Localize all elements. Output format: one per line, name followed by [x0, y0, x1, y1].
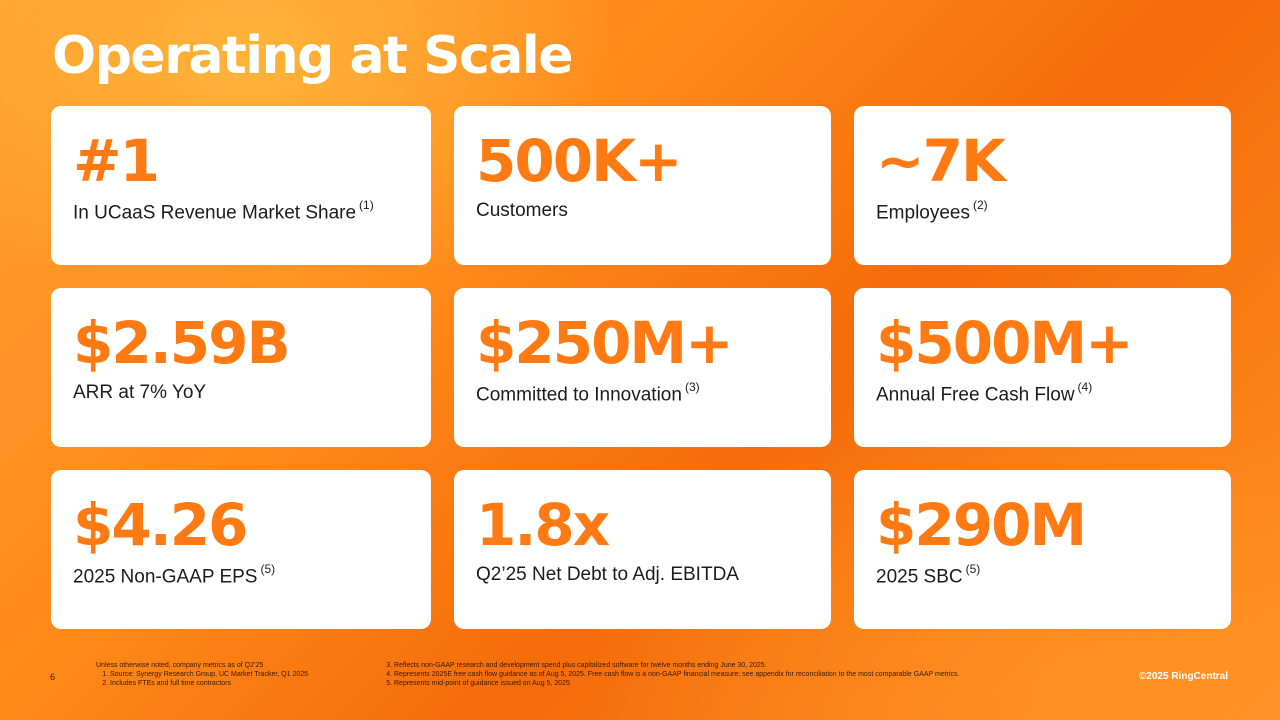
metric-label: ARR at 7% YoY [73, 382, 207, 403]
footnote: Represents 2025E free cash flow guidance… [394, 670, 960, 679]
metric-value: #1 [73, 127, 160, 195]
metric-card-employees: ~7K Employees (2) [854, 106, 1231, 265]
footnote-ref: (5) [260, 562, 276, 576]
metric-value: $500M+ [876, 309, 1134, 377]
footnote: Includes FTEs and full time contractors [110, 679, 308, 688]
footnote-ref: (1) [359, 198, 374, 212]
footer: 6 Unless otherwise noted, company metric… [0, 660, 1280, 700]
metric-value: $2.59B [73, 309, 291, 377]
metric-card-sbc: $290M 2025 SBC (5) [854, 470, 1231, 629]
metric-card-eps: $4.26 2025 Non-GAAP EPS (5) [51, 470, 431, 629]
metric-label: In UCaaS Revenue Market Share (1) [73, 198, 374, 224]
footnotes-left: Unless otherwise noted, company metrics … [96, 661, 308, 688]
metric-card-arr: $2.59B ARR at 7% YoY [51, 288, 431, 447]
footnote: Reflects non-GAAP research and developme… [394, 661, 960, 670]
metric-value: $290M [876, 491, 1087, 559]
page-title: Operating at Scale [52, 26, 573, 86]
metric-label: 2025 SBC (5) [876, 562, 981, 588]
metric-label: Employees (2) [876, 198, 988, 224]
footnote: Represents mid-point of guidance issued … [394, 679, 960, 688]
metric-value: 500K+ [476, 127, 683, 195]
footnote-ref: (2) [973, 198, 988, 212]
metric-label: Q2’25 Net Debt to Adj. EBITDA [476, 564, 739, 585]
metric-label: 2025 Non-GAAP EPS (5) [73, 562, 276, 588]
footnote: Source: Synergy Research Group, UC Marke… [110, 670, 308, 679]
footnote-intro: Unless otherwise noted, company metrics … [96, 662, 264, 669]
metric-label: Annual Free Cash Flow (4) [876, 380, 1093, 406]
metric-value: $4.26 [73, 491, 248, 559]
metrics-grid: #1 In UCaaS Revenue Market Share (1) 500K… [51, 106, 1231, 629]
copyright: ©2025 RingCentral [1138, 671, 1228, 682]
metric-value: $250M+ [476, 309, 734, 377]
metric-label: Committed to Innovation (3) [476, 380, 700, 406]
footnote-ref: (4) [1077, 380, 1093, 394]
metric-card-customers: 500K+ Customers [454, 106, 831, 265]
footnote-ref: (5) [965, 562, 981, 576]
metric-card-free-cash-flow: $500M+ Annual Free Cash Flow (4) [854, 288, 1231, 447]
metric-label: Customers [476, 200, 568, 221]
footnotes-right: Reflects non-GAAP research and developme… [380, 661, 960, 688]
footnote-ref: (3) [684, 380, 700, 394]
metric-card-net-debt: 1.8x Q2’25 Net Debt to Adj. EBITDA [454, 470, 831, 629]
metric-card-innovation: $250M+ Committed to Innovation (3) [454, 288, 831, 447]
metric-value: 1.8x [476, 491, 610, 559]
page-number: 6 [50, 672, 56, 682]
metric-value: ~7K [876, 127, 1006, 195]
metric-card-market-share: #1 In UCaaS Revenue Market Share (1) [51, 106, 431, 265]
